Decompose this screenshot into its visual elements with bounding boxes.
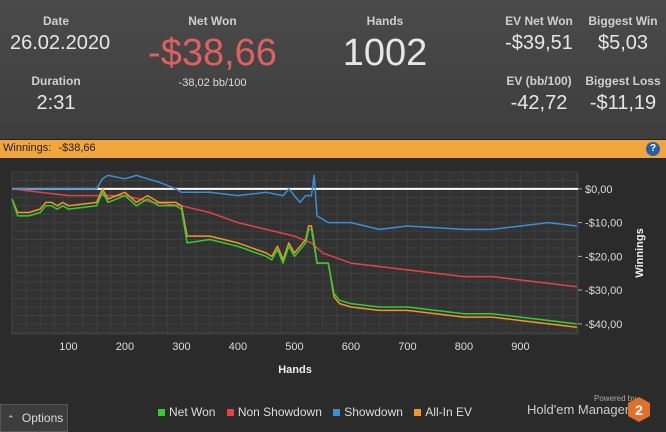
series-line-all-in-ev — [11, 188, 577, 329]
series-line-non-showdown — [11, 188, 577, 288]
ev-net-won-value: -$39,51 — [505, 32, 573, 54]
y-tick-label: -$30,00 — [585, 285, 622, 297]
hands-label: Hands — [366, 14, 404, 28]
legend-item-all-in-ev: All-In EV — [414, 405, 472, 419]
hem-logo-icon: 2 — [628, 397, 650, 422]
x-tick-label: 100 — [59, 341, 77, 353]
y-axis-title: Winnings — [634, 228, 646, 277]
bottom-bar: ⌃ Options Net Won Non Showdown Showdown … — [0, 394, 666, 432]
duration-stat: Duration 2:31 — [10, 74, 102, 115]
biggest-win-value: $5,03 — [597, 32, 649, 54]
legend-label-net-won: Net Won — [169, 405, 216, 419]
biggest-loss-value: -$11,19 — [589, 92, 657, 114]
x-tick-label: 200 — [116, 341, 134, 353]
x-tick-label: 500 — [285, 341, 303, 353]
net-won-label: Net Won — [188, 14, 237, 28]
legend-label-showdown: Showdown — [344, 405, 403, 419]
options-button[interactable]: ⌃ Options — [0, 404, 68, 432]
biggest-win-stat: Biggest Win $5,03 — [582, 14, 664, 55]
duration-label: Duration — [31, 74, 81, 88]
x-tick-label: 300 — [172, 341, 190, 353]
x-tick-label: 800 — [455, 341, 473, 353]
winnings-banner: Winnings: -$38,66 ? — [0, 140, 666, 158]
legend-label-all-in-ev: All-In EV — [425, 405, 472, 419]
logo-digit: 2 — [635, 402, 643, 418]
y-tick-label: -$10,00 — [585, 218, 622, 230]
biggest-loss-stat: Biggest Loss -$11,19 — [582, 74, 664, 115]
x-tick-label: 600 — [342, 341, 360, 353]
net-won-bb100: -38,02 bb/100 — [178, 77, 247, 89]
legend-item-showdown: Showdown — [333, 405, 403, 419]
biggest-win-label: Biggest Win — [588, 14, 658, 28]
winnings-chart-svg: 100 200 300 400 500 600 700 800 900 $0,00 -$10,00 -… — [11, 171, 646, 376]
series-line-net-won — [11, 191, 577, 325]
brand-name: Hold'em Manager — [527, 402, 630, 417]
x-axis-title: Hands — [278, 364, 312, 376]
y-tick-label: -$40,00 — [585, 319, 622, 331]
help-icon[interactable]: ? — [646, 142, 660, 156]
winnings-banner-text: Winnings: -$38,66 — [3, 142, 96, 154]
hands-value: 1002 — [342, 32, 428, 74]
biggest-loss-label: Biggest Loss — [585, 74, 661, 88]
legend-swatch-non-showdown — [226, 409, 234, 417]
legend-label-non-showdown: Non Showdown — [237, 405, 322, 419]
series-line-showdown — [12, 174, 577, 231]
duration-value: 2:31 — [36, 92, 76, 114]
powered-by-text: Powered by — [594, 394, 637, 403]
winnings-chart: 100 200 300 400 500 600 700 800 900 $0,00 -$10,00 -… — [0, 158, 666, 394]
x-tick-label: 900 — [511, 341, 529, 353]
hands-stat: Hands 1002 — [325, 14, 445, 75]
legend-swatch-net-won — [158, 409, 165, 417]
options-label: Options — [21, 411, 64, 425]
y-tick-label: $0,00 — [585, 184, 613, 196]
ev-bb100-stat: EV (bb/100) -42,72 — [500, 74, 578, 115]
session-stats-panel: Date 26.02.2020 Duration 2:31 Net Won -$… — [0, 0, 666, 140]
winnings-value: -$38,66 — [58, 142, 96, 154]
legend-item-net-won: Net Won — [158, 405, 215, 419]
y-tick-label: -$20,00 — [585, 251, 622, 263]
legend-swatch-showdown — [333, 409, 341, 417]
x-tick-label: 400 — [229, 341, 247, 353]
net-won-value: -$38,66 — [148, 32, 277, 74]
ev-net-won-label: EV Net Won — [505, 14, 573, 28]
date-value: 26.02.2020 — [10, 32, 111, 54]
chevron-up-icon: ⌃ — [7, 414, 15, 424]
legend-item-non-showdown: Non Showdown — [226, 405, 322, 419]
date-label: Date — [42, 14, 69, 28]
ev-bb100-label: EV (bb/100) — [506, 74, 572, 88]
winnings-label: Winnings: — [3, 142, 52, 154]
net-won-stat: Net Won -$38,66 -38,02 bb/100 — [130, 14, 295, 89]
ev-net-won-stat: EV Net Won -$39,51 — [500, 14, 578, 55]
date-stat: Date 26.02.2020 — [10, 14, 111, 55]
x-tick-label: 700 — [398, 341, 416, 353]
chart-legend: Net Won Non Showdown Showdown All-In EV — [158, 405, 480, 419]
legend-swatch-all-in-ev — [414, 409, 422, 417]
ev-bb100-value: -42,72 — [510, 92, 568, 114]
